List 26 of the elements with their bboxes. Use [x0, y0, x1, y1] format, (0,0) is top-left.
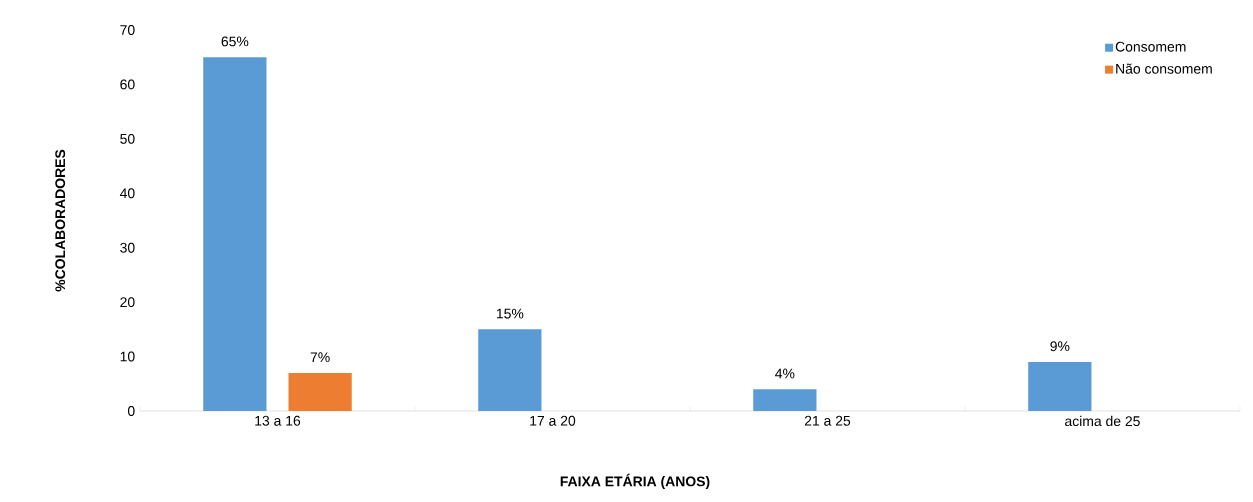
data-label: 9%: [1050, 341, 1070, 352]
legend-label: Consomem: [1115, 41, 1186, 52]
data-label: 15%: [496, 308, 524, 319]
legend-label: Não consomem: [1116, 63, 1212, 74]
data-label: 65%: [221, 36, 249, 47]
y-tick-label: 0: [127, 406, 135, 416]
x-axis-title: FAIXA ETÁRIA (ANOS): [560, 473, 710, 490]
y-tick-label: 20: [120, 297, 135, 308]
y-tick-label: 70: [120, 25, 135, 35]
y-tick-label: 50: [120, 133, 135, 144]
x-tick-label: 17 a 20: [530, 415, 576, 426]
bar: [478, 329, 542, 411]
y-axis-title: %COLABORADORES: [55, 149, 66, 292]
bar: [288, 372, 352, 411]
bar: [203, 57, 267, 411]
x-tick-label: 21 a 25: [804, 415, 851, 426]
x-tick-label: acima de 25: [1065, 415, 1140, 427]
y-tick-label: 30: [120, 242, 135, 253]
bar: [1028, 362, 1092, 411]
x-tick-label: 13 a 16: [255, 415, 301, 426]
data-label: 7%: [310, 352, 330, 363]
y-tick-label: 60: [120, 79, 135, 90]
bar: [753, 389, 817, 411]
y-tick-label: 40: [119, 188, 135, 199]
y-tick-label: 10: [120, 351, 135, 362]
data-label: 4%: [775, 368, 795, 379]
